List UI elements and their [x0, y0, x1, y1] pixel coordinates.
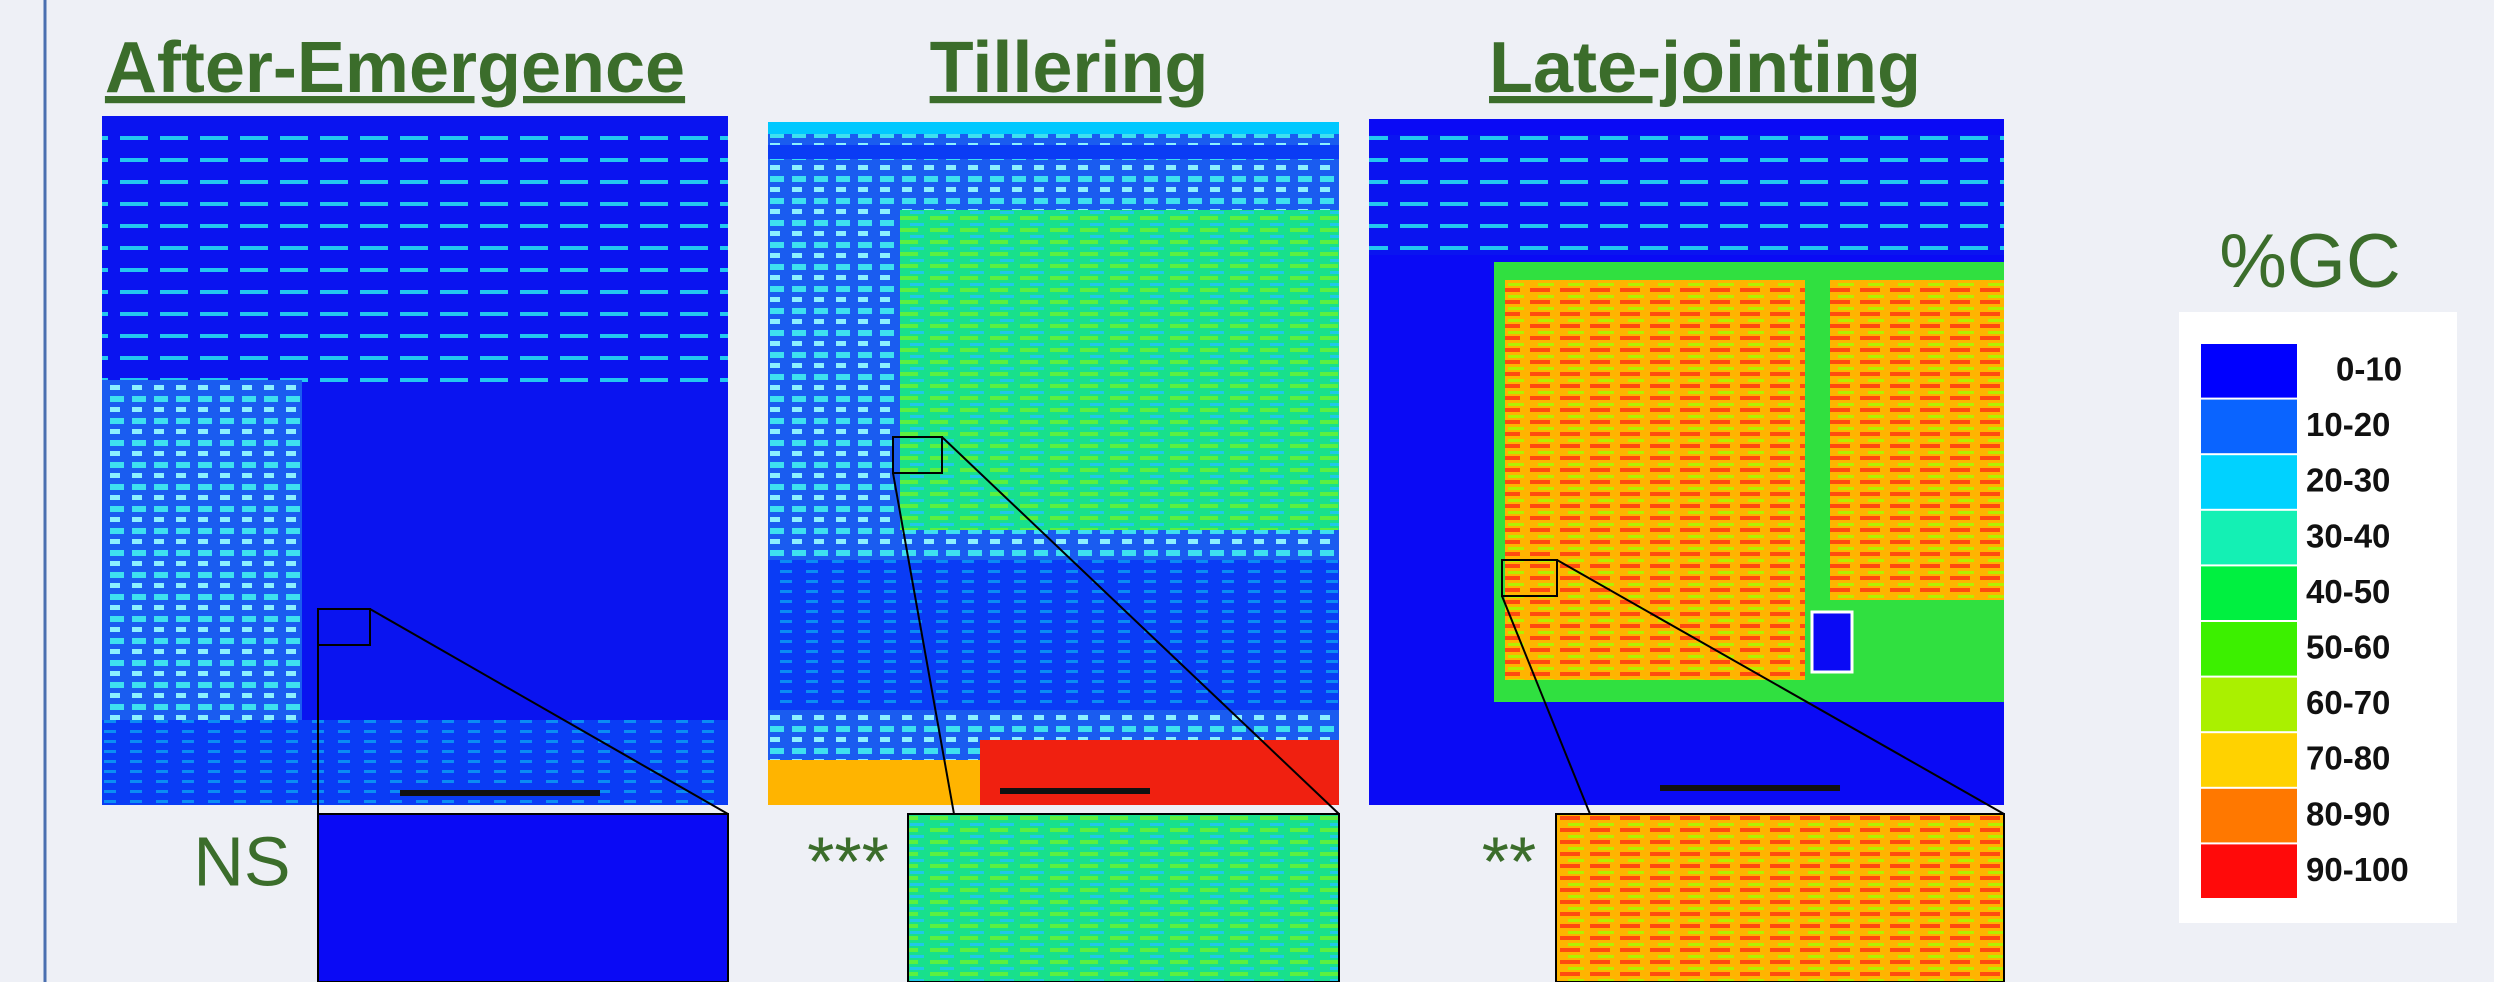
legend-label: 50-60	[2306, 629, 2390, 666]
legend-swatch	[2201, 844, 2297, 898]
panel-title: Tillering	[930, 28, 1209, 108]
legend-swatch	[2201, 566, 2297, 620]
legend-swatch	[2201, 400, 2297, 454]
legend-swatch	[2201, 344, 2297, 398]
legend-label: 0-10	[2336, 351, 2402, 388]
poster-section: After-Emergence Tillering Late-jointing	[0, 0, 2494, 982]
significance: ***	[807, 822, 889, 900]
panel-title: After-Emergence	[105, 28, 685, 108]
significance: NS	[193, 822, 290, 900]
legend-label: 60-70	[2306, 684, 2390, 721]
map-late-jointing	[1369, 119, 2004, 982]
legend-label: 40-50	[2306, 573, 2390, 610]
legend-label: 70-80	[2306, 740, 2390, 777]
legend-label: 90-100	[2306, 851, 2409, 888]
legend-swatch	[2201, 455, 2297, 509]
legend-label: 30-40	[2306, 517, 2390, 554]
significance: **	[1482, 822, 1536, 900]
legend-swatch	[2201, 511, 2297, 565]
legend-label: 10-20	[2306, 406, 2390, 443]
legend-swatch	[2201, 789, 2297, 843]
legend-title: %GC	[2219, 219, 2401, 304]
legend-label: 80-90	[2306, 795, 2390, 832]
legend-swatch	[2201, 733, 2297, 787]
legend-label: 20-30	[2306, 462, 2390, 499]
legend-swatch	[2201, 678, 2297, 732]
legend-swatch	[2201, 622, 2297, 676]
panel-title: Late-jointing	[1489, 28, 1921, 108]
